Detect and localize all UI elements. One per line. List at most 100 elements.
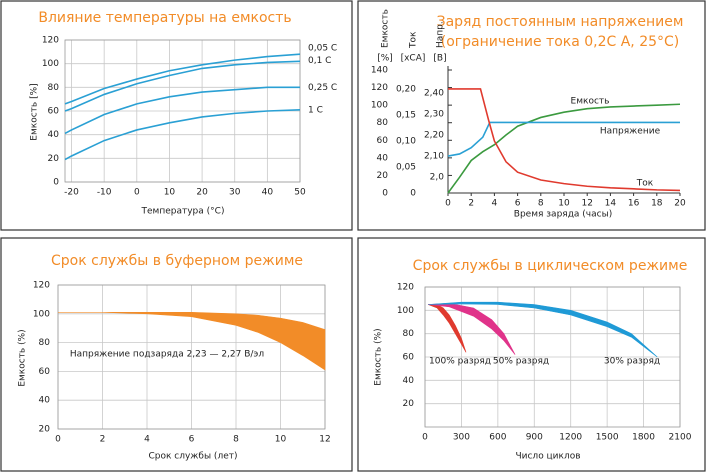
- y-tick-label: 120: [371, 83, 388, 93]
- series-label: 0,1 C: [308, 56, 331, 66]
- x-axis-label: Число циклов: [515, 452, 580, 462]
- range-band: [427, 304, 467, 353]
- y-tick-label: 2,20: [424, 131, 444, 141]
- x-tick-label: 2100: [669, 433, 692, 443]
- y-tick-label: 80: [403, 329, 415, 339]
- y-tick-label: 0,05: [396, 162, 416, 172]
- x-tick-label: 20: [196, 188, 208, 198]
- series-label: Напряжение: [600, 127, 661, 137]
- x-tick-label: 0: [55, 435, 61, 445]
- x-tick-label: 0: [445, 199, 451, 209]
- x-tick-label: 16: [628, 199, 640, 209]
- x-tick-label: 30: [229, 188, 241, 198]
- y-tick-label: 100: [371, 101, 388, 111]
- series-label: 0,25 C: [308, 83, 337, 93]
- x-tick-label: 600: [489, 433, 506, 443]
- series-label: 1 C: [308, 105, 323, 115]
- x-axis-label: Срок службы (лет): [148, 452, 237, 462]
- y-axis-label: Емкость (%): [18, 329, 28, 386]
- x-tick-label: 1200: [559, 433, 582, 443]
- x-tick-label: 1800: [632, 433, 655, 443]
- x-tick-label: -20: [64, 188, 79, 198]
- x-tick-label: 10: [558, 199, 570, 209]
- y-tick-label: 80: [39, 338, 51, 348]
- x-axis-label: Время заряда (часы): [514, 210, 612, 220]
- series-line: [64, 53, 301, 105]
- x-tick-label: 8: [233, 435, 239, 445]
- series-label: Ток: [636, 179, 654, 189]
- chart-title: Влияние температуры на емкость: [38, 10, 291, 26]
- series-label: 100% разряд: [429, 357, 491, 367]
- x-tick-label: 4: [144, 435, 150, 445]
- x-tick-label: 0: [134, 188, 140, 198]
- y-tick-label: 2,10: [424, 152, 444, 162]
- y-tick-label: 100: [397, 306, 414, 316]
- series-label: Емкость: [571, 97, 610, 107]
- y-tick-label: 20: [403, 399, 415, 409]
- x-tick-label: 10: [164, 188, 176, 198]
- y-tick-label: 60: [39, 367, 51, 377]
- axis-unit: [В]: [433, 54, 446, 64]
- x-tick-label: 2: [468, 199, 474, 209]
- y-axis-label: Емкость [%]: [30, 83, 40, 140]
- y-tick-label: 2,40: [424, 89, 444, 99]
- y-tick-label: 40: [403, 376, 415, 386]
- series-line: [64, 86, 300, 135]
- y-tick-label: 0,15: [396, 110, 416, 120]
- y-axis-label: Емкость (%): [374, 328, 384, 385]
- axis-unit: [xCA]: [401, 54, 426, 64]
- y-tick-label: 100: [42, 59, 59, 69]
- range-band: [58, 312, 326, 371]
- plot-frame: [424, 286, 681, 428]
- y-tick-label: 60: [403, 353, 415, 363]
- y-tick-label: 20: [377, 171, 389, 181]
- x-tick-label: 900: [526, 433, 543, 443]
- y-tick-label: 40: [48, 130, 60, 140]
- x-tick-label: 12: [319, 435, 330, 445]
- y-tick-label: 40: [377, 153, 389, 163]
- x-tick-label: 8: [538, 199, 544, 209]
- y-tick-label: 0: [410, 189, 416, 199]
- y-tick-label: 20: [48, 154, 60, 164]
- x-tick-label: 40: [262, 188, 274, 198]
- y-tick-label: 2,0: [430, 173, 445, 183]
- y-tick-label: 120: [33, 281, 50, 291]
- y-tick-label: 0: [382, 189, 388, 199]
- series-label: 30% разряд: [604, 357, 660, 367]
- y-tick-label: 80: [377, 118, 389, 128]
- range-band: [428, 301, 658, 358]
- x-tick-label: 2: [100, 435, 106, 445]
- y-tick-label: 80: [48, 83, 60, 93]
- annotation: Напряжение подзаряда 2,23 — 2,27 В/эл: [70, 350, 264, 360]
- x-tick-label: 1500: [596, 433, 619, 443]
- axis-header: Емкость: [381, 9, 391, 48]
- y-tick-label: 40: [39, 396, 51, 406]
- axis-header: Ток: [409, 31, 419, 49]
- x-tick-label: 6: [189, 435, 195, 445]
- x-tick-label: 18: [651, 199, 663, 209]
- x-tick-label: -10: [97, 188, 112, 198]
- chart-title: Срок службы в циклическом режиме: [413, 258, 688, 274]
- y-tick-label: 60: [48, 107, 60, 117]
- x-tick-label: 50: [294, 188, 306, 198]
- y-tick-label: 20: [39, 425, 51, 435]
- x-tick-label: 20: [674, 199, 686, 209]
- x-tick-label: 4: [492, 199, 498, 209]
- series-label: 50% разряд: [493, 357, 549, 367]
- x-tick-label: 12: [581, 199, 592, 209]
- chart-title: Срок службы в буферном режиме: [51, 253, 303, 269]
- y-tick-label: 100: [33, 309, 50, 319]
- y-tick-label: 0,20: [396, 84, 416, 94]
- panel: [357, 0, 706, 231]
- y-tick-label: 120: [397, 283, 414, 293]
- y-tick-label: 140: [371, 66, 388, 76]
- chart-subtitle: (ограничение тока 0,2C А, 25°C): [441, 34, 680, 50]
- x-tick-label: 300: [453, 433, 470, 443]
- x-tick-label: 10: [275, 435, 287, 445]
- axis-header: Напр.: [436, 21, 446, 48]
- x-tick-label: 0: [422, 433, 428, 443]
- panel: [0, 0, 353, 231]
- x-tick-label: 6: [515, 199, 521, 209]
- series-label: 0,05 C: [308, 44, 337, 54]
